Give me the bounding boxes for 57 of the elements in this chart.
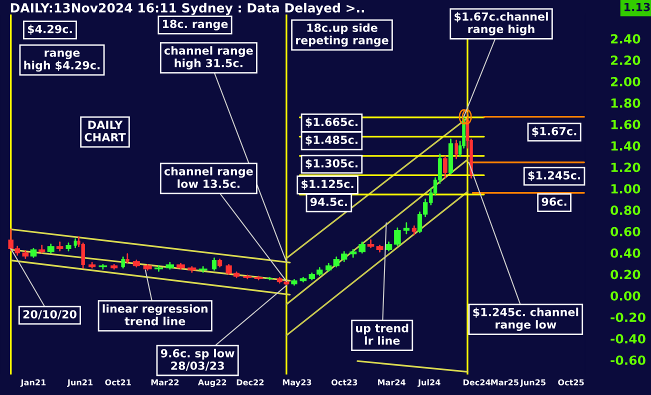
annotation: $1.665c.	[306, 118, 358, 128]
y-tick-label: 0.60	[610, 226, 640, 236]
annotation: DAILY CHART	[84, 120, 126, 142]
x-tick-label: May23	[282, 379, 312, 387]
x-tick-label: Mar25	[491, 379, 518, 386]
x-tick-label: Jun21	[67, 379, 93, 387]
annotation: 96c.	[542, 197, 566, 206]
x-tick-label: Dec24	[463, 379, 490, 386]
x-tick-label: Oct23	[331, 379, 358, 386]
annotation: linear regression trend line	[102, 304, 208, 326]
text: 1.13	[624, 2, 650, 12]
candlestick	[212, 258, 217, 271]
annotation: up trend lr line	[356, 324, 408, 345]
y-tick-label: 0.20	[610, 270, 640, 280]
annotation: range high $4.29c.	[24, 50, 100, 72]
y-tick-label: 1.60	[611, 120, 640, 130]
y-tick-label: 1.80	[611, 98, 640, 108]
candlestick	[394, 228, 401, 246]
annotation: $1.67c.channel range high	[454, 12, 548, 36]
annotation: 9.6c. sp low 28/03/23	[160, 348, 234, 371]
annotation: 20/10/20	[23, 310, 76, 320]
x-tick-label: Oct25	[558, 379, 584, 386]
candlestick	[442, 156, 448, 179]
annotation: $1.245c.	[528, 170, 580, 181]
y-tick-label: 0.40	[610, 248, 640, 258]
annotation: $1.125c.	[302, 180, 354, 190]
annotation: 18c. range	[162, 20, 228, 30]
y-tick-label: 1.20	[611, 162, 640, 172]
annotation: $4.29c.	[28, 24, 72, 35]
x-tick-label: Mar22	[151, 379, 179, 386]
annotation: channel range high 31.5c.	[164, 46, 253, 70]
x-tick-label: Jun25	[520, 379, 546, 387]
annotation: $1.485c.	[306, 135, 358, 146]
annotation: $1.245c. channel range low	[473, 308, 578, 331]
y-tick-label: 0.00	[610, 291, 640, 301]
y-tick-label: 1.40	[611, 141, 640, 151]
x-tick-label: Mar24	[378, 379, 406, 386]
y-tick-label: 1.00	[611, 184, 640, 194]
y-tick-label: 2.40	[610, 34, 640, 44]
candlestick	[358, 241, 366, 254]
x-tick-label: Jan21	[20, 379, 46, 387]
annotation: channel range low 13.5c.	[164, 166, 253, 188]
chart-title: DAILY:13Nov2024 16:11 Sydney : Data Delayed >..	[10, 2, 364, 16]
x-tick-label: Aug22	[198, 379, 226, 387]
y-tick-label: 2.20	[610, 56, 640, 65]
y-tick-label: 0.80	[610, 206, 640, 215]
x-tick-label: Jul24	[418, 379, 440, 387]
annotation: $1.305c.	[306, 158, 358, 169]
y-tick-label: -0.20	[610, 312, 646, 322]
x-tick-label: Oct21	[105, 379, 131, 386]
y-tick-label: 2.00	[610, 76, 640, 86]
y-tick-label: -0.60	[610, 355, 646, 365]
y-tick-label: -0.40	[610, 334, 646, 344]
x-tick-label: Dec22	[236, 379, 264, 386]
annotation: $1.67c.	[532, 126, 576, 137]
annotation: 18c.up side repeting range	[296, 23, 388, 47]
annotation: 94.5c.	[310, 198, 347, 206]
